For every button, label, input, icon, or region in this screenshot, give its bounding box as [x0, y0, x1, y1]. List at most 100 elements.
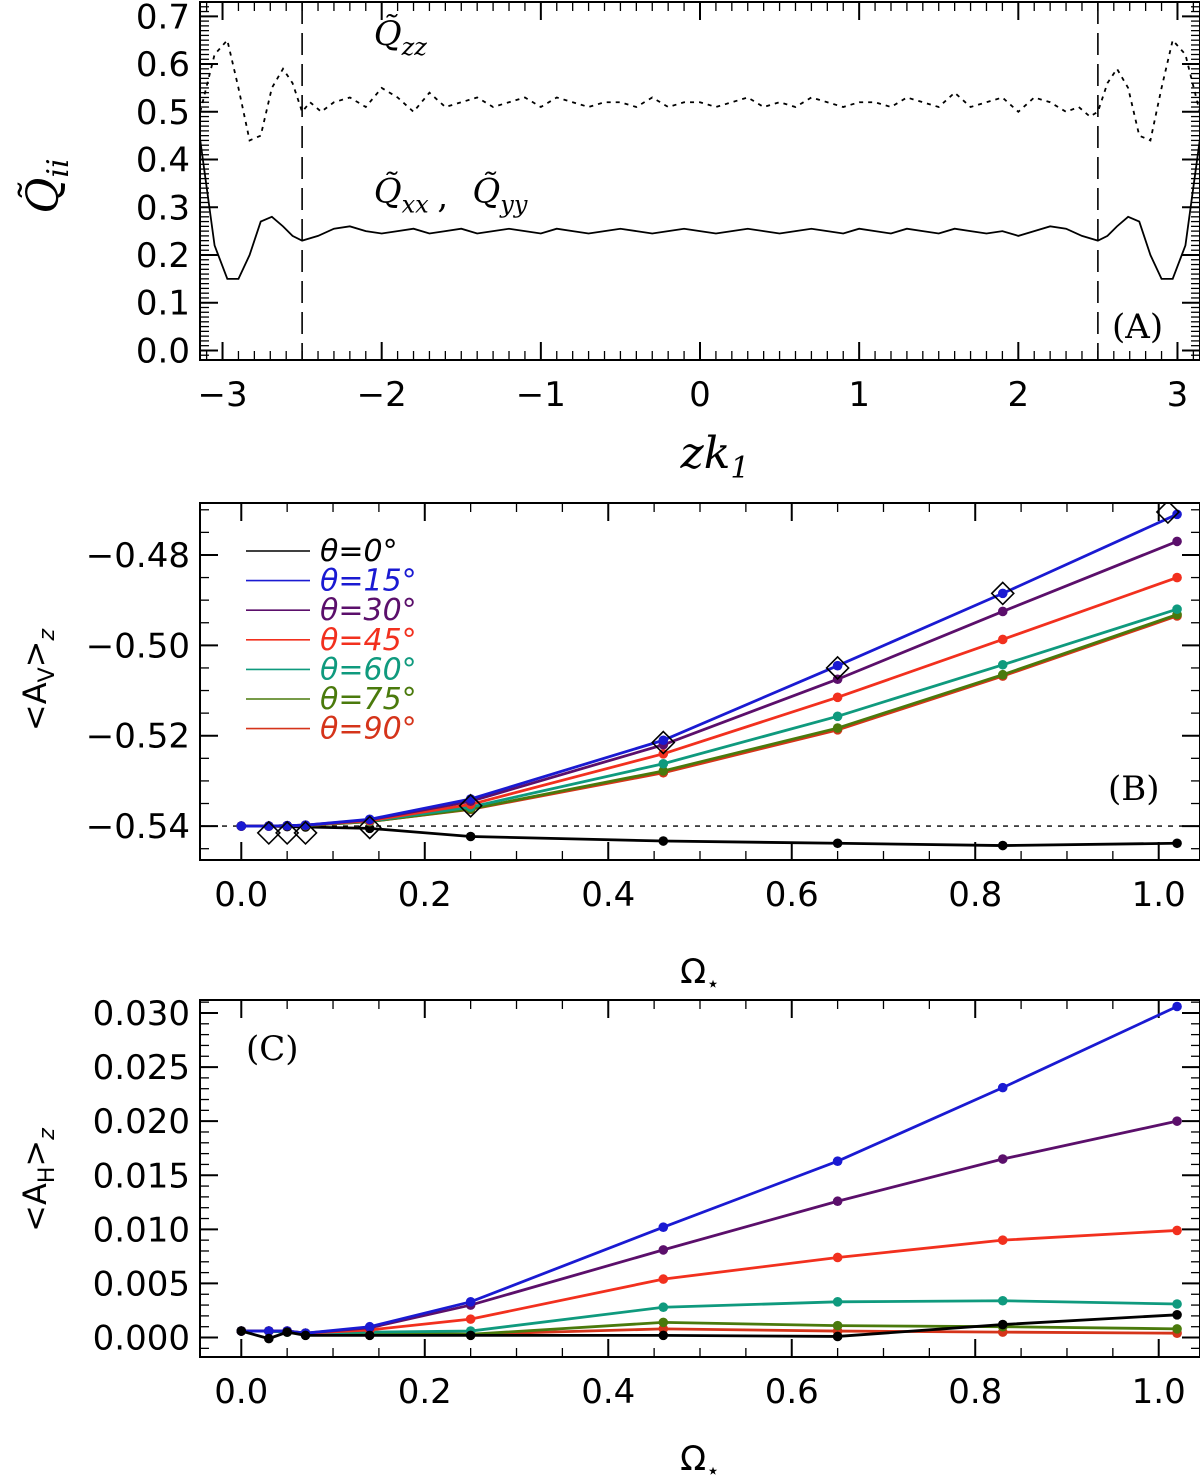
- data-point: [658, 735, 669, 746]
- data-point: [997, 669, 1008, 680]
- data-point: [658, 1330, 669, 1341]
- x-tick-label: −3: [197, 375, 247, 415]
- data-point: [282, 1327, 292, 1337]
- x-axis-title-c: Ω⋆: [680, 1439, 720, 1477]
- legend-label: θ=30°: [320, 593, 417, 628]
- y-axis-title-b: <AV>z: [16, 628, 60, 731]
- y-tick-label: 0.020: [93, 1102, 190, 1142]
- panel-label-c: (C): [246, 1029, 299, 1069]
- diamond-marker: [293, 820, 318, 846]
- legend-label: θ=0°: [320, 534, 398, 569]
- legend-label: θ=15°: [320, 564, 417, 599]
- panel-label-a: (A): [1112, 307, 1163, 347]
- x-tick-label: 1.0: [1132, 1372, 1186, 1412]
- x-tick-label: 0.8: [948, 875, 1002, 915]
- data-point: [1172, 838, 1182, 849]
- x-tick-label: 2: [1007, 375, 1029, 415]
- data-point: [658, 1222, 669, 1232]
- data-point: [658, 1245, 669, 1255]
- x-tick-label: −2: [357, 375, 407, 415]
- data-point: [658, 758, 669, 769]
- y-axis-title-c: <AH>z: [16, 1128, 60, 1232]
- data-point: [465, 831, 476, 842]
- data-point: [1172, 572, 1182, 583]
- y-tick-label: 0.025: [93, 1048, 190, 1088]
- data-point: [1172, 1116, 1182, 1126]
- legend-label: θ=75°: [320, 682, 417, 717]
- data-point: [236, 821, 247, 831]
- series-line-qzz: [199, 38, 1200, 142]
- series-line-theta-1: [241, 513, 1178, 828]
- diamond-marker: [256, 820, 281, 846]
- panel-c-frame: [199, 999, 1200, 1358]
- x-tick-label: 3: [1167, 375, 1189, 415]
- legend-label: θ=60°: [320, 652, 417, 687]
- series-line-theta-0: [240, 1313, 1178, 1341]
- data-point: [832, 692, 843, 703]
- y-tick-label: 0.030: [93, 994, 190, 1034]
- data-point: [832, 1196, 843, 1207]
- legend-label: θ=90°: [320, 712, 417, 747]
- y-tick-label: 0.4: [136, 141, 190, 181]
- x-tick-label: 1: [848, 375, 870, 415]
- data-point: [300, 1330, 311, 1341]
- data-point: [264, 1333, 274, 1344]
- data-point: [832, 838, 843, 849]
- data-point: [997, 1154, 1008, 1164]
- data-point: [658, 1274, 669, 1284]
- series-line-qxx-qyy: [199, 140, 1200, 280]
- data-point: [997, 1235, 1008, 1245]
- x-tick-label: 0.4: [581, 1372, 635, 1412]
- data-point: [832, 1156, 843, 1166]
- data-point: [997, 606, 1008, 617]
- y-tick-label: 0.2: [136, 236, 190, 276]
- data-point: [465, 1330, 476, 1341]
- x-tick-label: 0.8: [948, 1372, 1002, 1412]
- y-tick-label: −0.52: [86, 717, 190, 757]
- series-line-theta-1: [241, 1005, 1178, 1335]
- curve-annotation-2: ,: [437, 176, 448, 216]
- x-tick-label: −1: [516, 375, 566, 415]
- panel-a-frame: [199, 1, 1200, 361]
- legend: θ=0°θ=15°θ=30°θ=45°θ=60°θ=75°θ=90°: [246, 534, 417, 747]
- data-point: [300, 820, 311, 831]
- data-point: [364, 814, 375, 825]
- data-point: [364, 1321, 375, 1332]
- data-point: [997, 1082, 1008, 1093]
- data-point: [658, 766, 669, 776]
- data-point: [832, 1320, 843, 1331]
- diamond-marker: [990, 581, 1015, 606]
- data-point: [997, 659, 1008, 670]
- x-axis-title-b: Ω⋆: [680, 952, 720, 997]
- data-point: [465, 1314, 476, 1324]
- y-tick-label: 0.015: [93, 1156, 190, 1196]
- x-tick-label: 0.4: [581, 875, 635, 915]
- y-axis-title-a: Q̃ii: [16, 158, 76, 213]
- data-point: [997, 1295, 1008, 1306]
- curve-annotation-0: Q̃zz: [374, 14, 428, 61]
- x-tick-label: 0.0: [214, 875, 268, 915]
- y-tick-label: 0.7: [136, 0, 190, 37]
- data-point: [997, 840, 1008, 851]
- y-tick-label: 0.6: [136, 45, 190, 85]
- data-point: [658, 1317, 669, 1328]
- data-point: [1172, 1225, 1182, 1236]
- data-point: [264, 1326, 274, 1336]
- data-point: [832, 660, 843, 671]
- data-point: [1172, 604, 1182, 614]
- data-point: [1172, 536, 1182, 547]
- y-tick-label: 0.5: [136, 93, 190, 133]
- y-tick-label: 0.1: [136, 284, 190, 324]
- data-point: [658, 836, 669, 846]
- data-point: [997, 634, 1008, 645]
- y-tick-label: 0.0: [136, 331, 190, 371]
- panel-a-axes: −3 −2 −1 0 1 2 3 0.0 0.1 0.2 0.3 0.4 0.5 0.6 0.7 Q̃zz Q̃…: [16, 0, 1200, 486]
- data-point: [1172, 1324, 1182, 1334]
- x-tick-label: 0.0: [214, 1372, 268, 1412]
- x-tick-label: 1.0: [1132, 875, 1186, 915]
- curve-annotation-3: Q̃yy: [472, 171, 527, 218]
- data-point: [997, 588, 1008, 599]
- diamond-marker: [458, 793, 483, 818]
- data-point: [465, 1297, 476, 1307]
